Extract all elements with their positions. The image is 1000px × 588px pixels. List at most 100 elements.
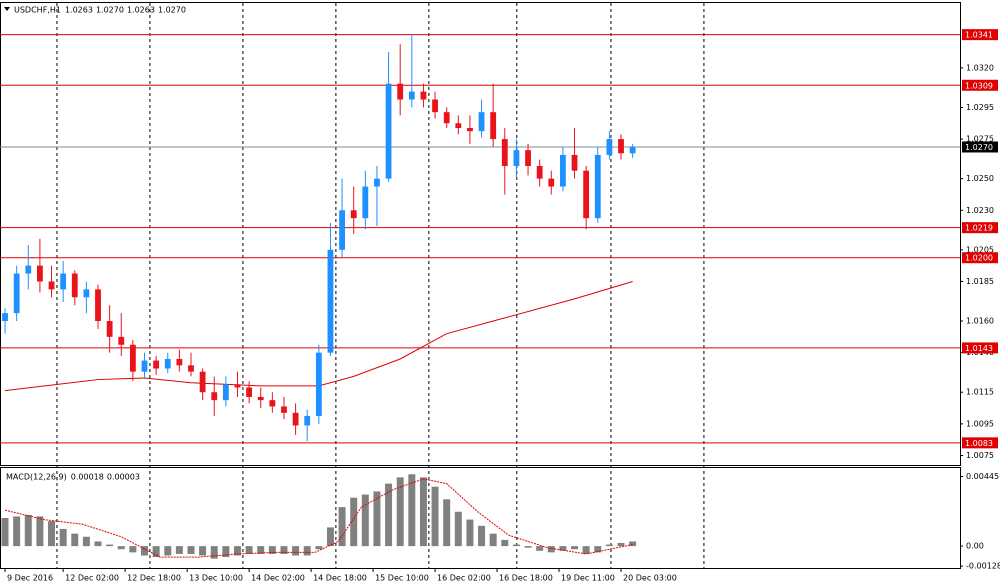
x-tick-label: 13 Dec 10:00 [189, 574, 243, 583]
macd-bar [82, 536, 90, 547]
candle-body [25, 265, 32, 274]
macd-bar [315, 546, 323, 550]
level-line-box [962, 79, 998, 91]
candle-body [525, 150, 531, 166]
level-line-label: 1.0083 [965, 439, 993, 448]
x-tick-label: 12 Dec 02:00 [65, 574, 119, 583]
candle-body [548, 178, 555, 187]
moving-average [4, 280, 633, 392]
pane-value: 1.0270 [96, 6, 124, 15]
candle-body [2, 313, 8, 322]
candle-body [432, 99, 438, 113]
macd-bar [233, 546, 241, 556]
pane-value: 1.0270 [158, 6, 186, 15]
level-line-label: 1.0219 [965, 224, 993, 233]
candle-body [176, 358, 183, 366]
pane-value: 0.00003 [107, 473, 140, 482]
candle-body [211, 392, 218, 401]
y-tick-label: 1.0205 [966, 245, 994, 254]
pane-value: 1.0263 [65, 6, 93, 15]
current-price-line-label: 1.0270 [965, 143, 993, 152]
candle-body [153, 360, 160, 369]
macd-bar [48, 521, 56, 547]
macd-bar [524, 546, 532, 548]
candle-body [36, 265, 43, 282]
x-tick-label: 14 Dec 18:00 [313, 574, 367, 583]
candle-body [618, 139, 624, 154]
macd-bar [164, 546, 172, 556]
macd-pane-frame [0, 467, 961, 569]
x-tick-label: 14 Dec 02:00 [251, 574, 305, 583]
y-tick-label: 1.0160 [966, 317, 994, 326]
candle-body [629, 146, 636, 154]
y-tick-label: 1.0075 [966, 451, 994, 460]
candle-body [339, 210, 345, 250]
level-line-label: 1.0309 [965, 81, 993, 90]
macd-bar [361, 494, 369, 547]
candle-body [478, 112, 485, 132]
macd-bar [512, 544, 520, 547]
macd-bar [431, 486, 439, 547]
macd-bar [303, 546, 311, 556]
candle-body [350, 210, 357, 219]
candle-body [467, 127, 473, 132]
candle-body [455, 123, 462, 128]
macd-bar [245, 546, 253, 554]
candle-body [315, 352, 322, 416]
level-line-label: 1.0143 [965, 344, 993, 353]
macd-bar [501, 539, 509, 547]
macd-bar [187, 546, 195, 554]
y-tick-label: 1.0115 [966, 388, 994, 397]
candle-body [304, 415, 311, 426]
macd-bar [13, 516, 21, 547]
candle-body [13, 273, 20, 314]
macd-bar [338, 507, 346, 547]
candle-body [583, 170, 590, 219]
candle-body [199, 371, 206, 393]
macd-bar [141, 546, 148, 556]
macd-bar [257, 546, 265, 554]
menu-arrow[interactable] [4, 7, 10, 11]
pane-value: 1.0263 [127, 6, 155, 15]
macd-bar [1, 518, 9, 547]
macd-bar [199, 546, 207, 556]
y-tick-label: 0.00 [966, 542, 984, 551]
candle-body [71, 273, 78, 298]
y-tick-label: 1.0320 [966, 63, 994, 72]
level-line-box [962, 222, 998, 234]
macd-bar [559, 546, 567, 551]
x-tick-label: 20 Dec 03:00 [623, 574, 677, 583]
macd-bar [268, 546, 276, 554]
y-tick-label: 1.0275 [966, 135, 994, 144]
candle-body [292, 412, 299, 426]
candle-body [106, 321, 113, 337]
candle-body [420, 91, 427, 100]
candle-body [188, 365, 194, 372]
macd-bar [280, 546, 288, 554]
y-tick-label: 1.0095 [966, 419, 994, 428]
candle-body [374, 178, 380, 187]
candle-body [118, 336, 125, 345]
candle-body [327, 249, 334, 353]
macd-bar [489, 533, 497, 547]
y-tick-label: 0.00445 [966, 472, 999, 481]
macd-bar [117, 546, 125, 550]
candle-body [60, 273, 67, 290]
level-line-box [962, 437, 998, 449]
macd-bar [222, 546, 230, 558]
macd-bar [326, 527, 334, 547]
candle-body [594, 154, 601, 219]
current-price-line-box [962, 141, 998, 153]
candle-body [397, 83, 404, 100]
main-pane-frame [0, 2, 961, 466]
pane-value: 0.00018 [71, 473, 104, 482]
y-tick-label: 1.0250 [966, 174, 994, 183]
macd-bar [36, 516, 44, 547]
macd-bar [129, 546, 137, 553]
macd-bar [571, 546, 579, 550]
signal-line [4, 478, 633, 558]
macd-bar [210, 546, 218, 559]
candle-body [246, 387, 253, 397]
macd-bar [408, 474, 416, 547]
